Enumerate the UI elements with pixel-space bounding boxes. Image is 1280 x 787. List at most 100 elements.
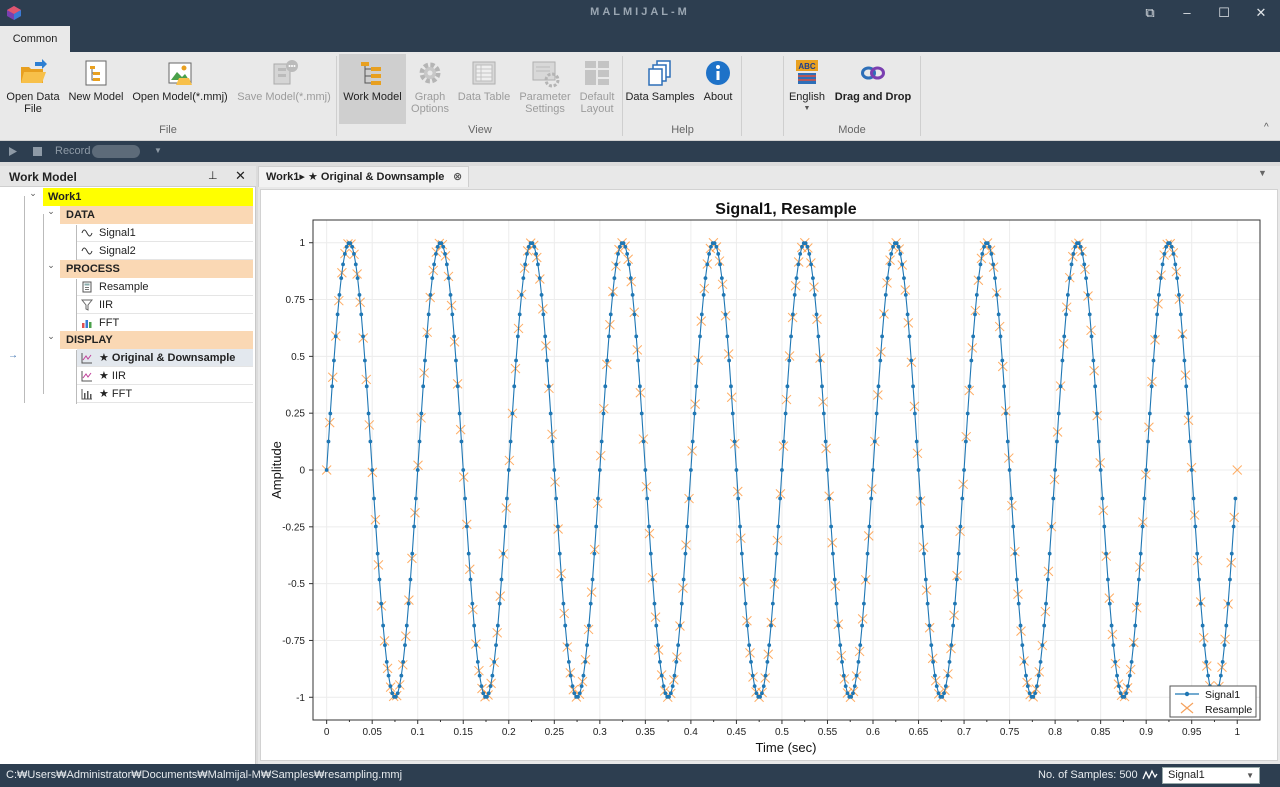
group-separator xyxy=(783,56,784,136)
graph-options-button[interactable]: Graph Options xyxy=(408,54,452,124)
stop-icon[interactable] xyxy=(33,147,42,156)
signal1-point xyxy=(1076,241,1081,246)
signal1-point xyxy=(1122,694,1127,699)
tree-node-fft[interactable]: FFT xyxy=(77,314,253,332)
signal1-point xyxy=(577,691,582,696)
ribbon-collapse-button[interactable]: ^ xyxy=(1264,122,1269,133)
signal1-point xyxy=(537,276,542,281)
tree-node-display[interactable]: DISPLAY xyxy=(60,331,253,349)
work-model-button[interactable]: Work Model xyxy=(339,54,406,124)
parameter-settings-button[interactable]: Parameter Settings xyxy=(516,54,574,124)
signal1-point xyxy=(960,496,965,501)
close-icon[interactable]: ✕ xyxy=(235,168,246,183)
signal1-point xyxy=(506,468,511,472)
signal1-point xyxy=(521,276,526,281)
close-tab-icon[interactable]: ⊗ xyxy=(453,171,463,183)
signal1-point xyxy=(603,384,608,389)
signal1-point xyxy=(1162,251,1167,256)
chart-title: Signal1, Resample xyxy=(715,201,856,218)
signal1-point xyxy=(688,468,693,472)
signal1-point xyxy=(630,292,635,297)
data-samples-button[interactable]: Data Samples xyxy=(625,54,695,124)
open-model-button[interactable]: Open Model(*.mmj) xyxy=(130,54,230,124)
signal1-point xyxy=(752,684,757,689)
chevron-down-icon[interactable]: ⌄ xyxy=(47,206,55,216)
maximize-button[interactable]: ☐ xyxy=(1218,5,1230,20)
data-table-label: Data Table xyxy=(457,91,511,103)
tree-node-work1[interactable]: Work1 xyxy=(43,188,253,206)
signal1-point xyxy=(1013,551,1017,556)
tree-node-original-downsample[interactable]: ★ Original & Downsample xyxy=(77,349,253,367)
signal1-point xyxy=(1157,292,1161,297)
signal1-point xyxy=(770,601,775,606)
pin-icon[interactable]: ⊥ xyxy=(208,170,218,182)
tree-node-label: FFT xyxy=(99,317,120,329)
signal1-point xyxy=(455,384,460,389)
document-tab[interactable]: Work1▸ ★ Original & Downsample ⊗ xyxy=(258,166,469,187)
signal1-point xyxy=(397,684,402,689)
chevron-down-icon[interactable]: ▼ xyxy=(154,146,162,155)
about-label: About xyxy=(703,91,733,103)
tab-common[interactable]: Common xyxy=(0,26,70,52)
signal1-point xyxy=(1142,496,1147,501)
tree-node-resample[interactable]: Resample xyxy=(77,278,253,296)
tree-node-process[interactable]: PROCESS xyxy=(60,260,253,278)
english-label: English xyxy=(788,91,826,103)
chevron-down-icon[interactable]: ⌄ xyxy=(47,331,55,341)
legend-label-signal1: Signal1 xyxy=(1205,689,1240,701)
language-english-button[interactable]: ABC English ▼ xyxy=(786,54,828,124)
play-icon[interactable] xyxy=(8,146,18,157)
signal1-point xyxy=(827,496,832,501)
tree-node-display-iir[interactable]: ★ IIR xyxy=(77,367,253,385)
data-table-button[interactable]: Data Table xyxy=(455,54,513,124)
signal1-point xyxy=(965,411,970,416)
minimize-button[interactable]: – xyxy=(1183,5,1191,20)
chevron-down-icon[interactable]: ⌄ xyxy=(47,260,55,270)
about-button[interactable]: About xyxy=(698,54,738,124)
save-model-button[interactable]: Save Model(*.mmj) xyxy=(234,54,334,124)
signal1-point xyxy=(546,384,551,389)
signal1-point xyxy=(406,601,411,606)
chevron-down-icon[interactable]: ⌄ xyxy=(29,188,37,198)
drag-and-drop-button[interactable]: Drag and Drop xyxy=(832,54,914,124)
y-tick-label: -1 xyxy=(296,693,305,704)
status-bar: C:₩Users₩Administrator₩Documents₩Malmija… xyxy=(0,764,1280,787)
signal1-point xyxy=(1031,694,1036,699)
tree-node-signal2[interactable]: Signal2 xyxy=(77,242,253,260)
signal-select[interactable]: Signal1 ▼ xyxy=(1162,767,1260,784)
close-window-button[interactable]: ✕ xyxy=(1255,5,1267,20)
signal1-point xyxy=(929,643,934,648)
document-tab-label: Work1▸ ★ Original & Downsample xyxy=(266,171,445,183)
tree-node-display-fft[interactable]: ★ FFT xyxy=(77,385,253,403)
signal1-point xyxy=(464,524,469,529)
signal1-point xyxy=(863,577,868,582)
open-data-file-button[interactable]: Open Data File xyxy=(3,54,63,124)
signal1-point xyxy=(1055,439,1059,444)
signal1-point xyxy=(1058,384,1063,389)
bar-chart-icon xyxy=(81,389,92,400)
signal1-point xyxy=(410,551,415,556)
tree-node-data[interactable]: DATA xyxy=(60,206,253,224)
y-tick-label: 1 xyxy=(299,238,305,249)
signal1-point xyxy=(860,623,864,628)
restore-window-button[interactable]: ⧉ xyxy=(1145,5,1155,20)
tree-node-iir[interactable]: IIR xyxy=(77,296,253,314)
new-model-button[interactable]: New Model xyxy=(66,54,126,124)
signal1-point xyxy=(559,577,564,582)
signal1-point xyxy=(1131,643,1136,648)
record-toggle[interactable] xyxy=(92,145,140,158)
default-layout-button[interactable]: Default Layout xyxy=(576,54,618,124)
current-node-arrow-icon: → xyxy=(8,350,18,361)
signal1-point xyxy=(1233,496,1238,501)
filter-icon xyxy=(81,299,93,311)
tree-node-label: PROCESS xyxy=(66,263,120,275)
signal1-point xyxy=(678,623,682,628)
signal1-point xyxy=(951,623,956,628)
group-label-mode: Mode xyxy=(838,124,866,136)
legend-marker-signal1 xyxy=(1184,691,1190,697)
tree-node-signal1[interactable]: Signal1 xyxy=(77,224,253,242)
chevron-down-icon[interactable]: ▼ xyxy=(1258,168,1267,178)
signal1-point xyxy=(909,358,914,363)
signal1-point xyxy=(508,439,513,444)
signal1-point xyxy=(587,623,591,628)
